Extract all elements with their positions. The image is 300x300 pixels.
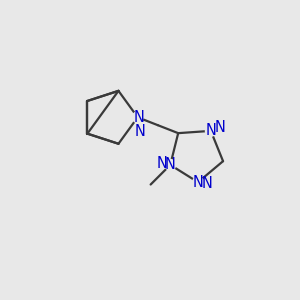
Circle shape bbox=[206, 125, 216, 136]
Circle shape bbox=[132, 112, 143, 123]
Circle shape bbox=[165, 160, 175, 170]
Text: N: N bbox=[214, 120, 225, 135]
Text: N: N bbox=[202, 176, 212, 191]
Text: N: N bbox=[193, 175, 203, 190]
Text: N: N bbox=[165, 158, 176, 172]
Text: N: N bbox=[156, 156, 167, 171]
Circle shape bbox=[193, 177, 203, 188]
Text: N: N bbox=[135, 124, 146, 139]
Text: N: N bbox=[206, 123, 216, 138]
Text: N: N bbox=[134, 110, 145, 125]
